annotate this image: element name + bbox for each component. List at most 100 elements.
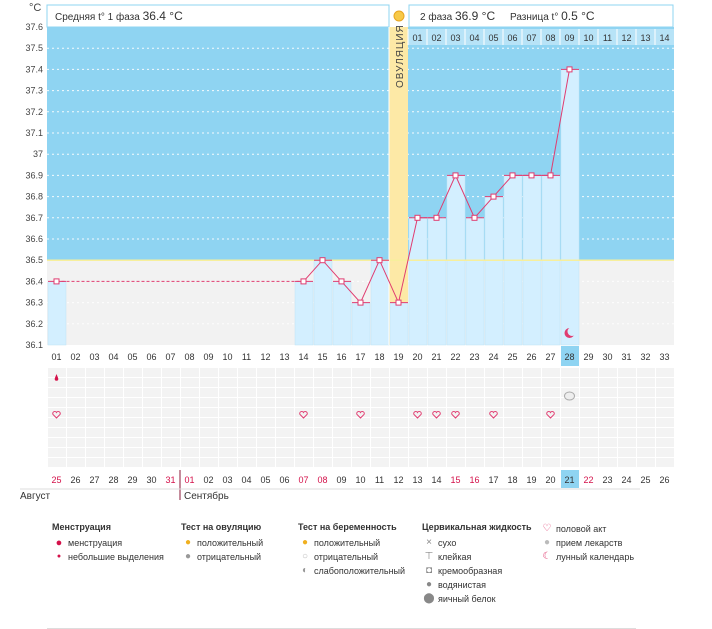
legend-item: ◘ кремообразная (422, 564, 532, 578)
calendar-date: 02 (203, 475, 213, 485)
symptom-grid (48, 368, 674, 467)
calendar-date: 17 (488, 475, 498, 485)
symptom-cell (542, 368, 560, 377)
calendar-date: 16 (469, 475, 479, 485)
temp-point (433, 214, 440, 221)
legend-item: × сухо (422, 536, 532, 550)
temp-point (395, 299, 402, 306)
y-tick-label: 37.1 (25, 128, 43, 138)
symptom-cell (599, 458, 617, 467)
cycle-day-label: 11 (242, 352, 251, 362)
symptom-cell (67, 418, 85, 427)
calendar-date: 25 (640, 475, 650, 485)
cycle-day-label: 12 (260, 352, 270, 362)
pill-icon (564, 391, 575, 401)
symptom-cell (504, 378, 522, 387)
legend-item: ● водянистая (422, 578, 532, 592)
symptom-cell (219, 388, 237, 397)
symptom-cell (219, 428, 237, 437)
symptom-cell (276, 458, 294, 467)
symptom-cell (238, 368, 256, 377)
symptom-cell (599, 438, 617, 447)
diff-label: Разница t° 0.5 °C (510, 9, 595, 23)
calendar-date: 01 (184, 475, 194, 485)
symptom-cell (618, 368, 636, 377)
symptom-cell (523, 378, 541, 387)
symptom-cell (428, 398, 446, 407)
symptom-cell (124, 418, 142, 427)
symptom-cell (523, 438, 541, 447)
symptom-cell (447, 368, 465, 377)
month-label-august: Август (20, 491, 51, 502)
today-day-highlight (561, 346, 579, 366)
calendar-date: 03 (222, 475, 232, 485)
symptom-cell (86, 438, 104, 447)
legend-item: ● менструация (52, 536, 164, 550)
legend-ovulation-test: Тест на овуляцию ● положительный ● отрицат… (181, 522, 263, 564)
temp-bar (427, 217, 447, 346)
symptom-cell (333, 428, 351, 437)
symptom-cell (485, 418, 503, 427)
calendar-date: 10 (355, 475, 365, 485)
symptom-cell (257, 458, 275, 467)
symptom-cell (428, 388, 446, 397)
symptom-cell (352, 418, 370, 427)
symptom-cell (390, 388, 408, 397)
symptom-cell (504, 388, 522, 397)
temp-bar (389, 302, 409, 346)
y-tick-label: 36.8 (25, 192, 43, 202)
symptom-cell (466, 418, 484, 427)
symptom-cell (523, 398, 541, 407)
symptom-cell (599, 408, 617, 417)
symptom-cell (257, 388, 275, 397)
symptom-cell (618, 418, 636, 427)
cycle-day-label: 27 (545, 352, 555, 362)
symptom-cell (656, 378, 674, 387)
x-axis-cycle-days: 01 02 03 04 05 06 07 08 09 10 11 12 13 14 15 16 17 18 19 20… (51, 346, 670, 366)
symptom-cell (637, 388, 655, 397)
phase2-day-label: 04 (469, 33, 479, 43)
cycle-day-label: 03 (89, 352, 99, 362)
symptom-cell (580, 438, 598, 447)
symptom-cell (200, 438, 218, 447)
cycle-day-label: 30 (602, 352, 612, 362)
temp-point (471, 214, 478, 221)
phase2-day-label: 10 (583, 33, 593, 43)
symptom-cell (105, 418, 123, 427)
symptom-cell (599, 368, 617, 377)
symptom-cell (428, 378, 446, 387)
symptom-cell (295, 418, 313, 427)
symptom-cell (314, 448, 332, 457)
y-tick-label: 36.6 (25, 234, 43, 244)
phase2-day-labels: 01 02 03 04 05 06 07 08 09 10 11 12 13 14 (407, 29, 674, 45)
calendar-dates: 25 26 27 28 29 30 31 01 02 03 04 05 06 07 08 09 10 11 12 13… (20, 470, 670, 502)
symptom-cell (314, 398, 332, 407)
phase2-day-label: 09 (564, 33, 574, 43)
calendar-date: 19 (526, 475, 536, 485)
symptom-cell (105, 408, 123, 417)
y-tick-label: 36.1 (25, 340, 43, 350)
symptom-cell (48, 398, 66, 407)
y-tick-label: 36.7 (25, 213, 43, 223)
symptom-cell (257, 368, 275, 377)
cycle-day-label: 28 (564, 352, 574, 362)
symptom-cell (200, 428, 218, 437)
y-tick-label: 37.2 (25, 107, 43, 117)
symptom-cell (352, 368, 370, 377)
symptom-cell (86, 388, 104, 397)
symptom-cell (447, 458, 465, 467)
symptom-cell (352, 388, 370, 397)
symptom-cell (656, 458, 674, 467)
calendar-date: 31 (165, 475, 175, 485)
symptom-cell (428, 458, 446, 467)
symptom-cell (390, 398, 408, 407)
temp-point (566, 66, 573, 73)
symptom-cell (181, 428, 199, 437)
symptom-cell (143, 388, 161, 397)
white-circle-icon: ○ (301, 551, 309, 562)
symptom-cell (371, 448, 389, 457)
symptom-cell (580, 398, 598, 407)
phase2-day-label: 06 (507, 33, 517, 43)
temp-bar (351, 302, 371, 346)
symptom-cell (637, 428, 655, 437)
